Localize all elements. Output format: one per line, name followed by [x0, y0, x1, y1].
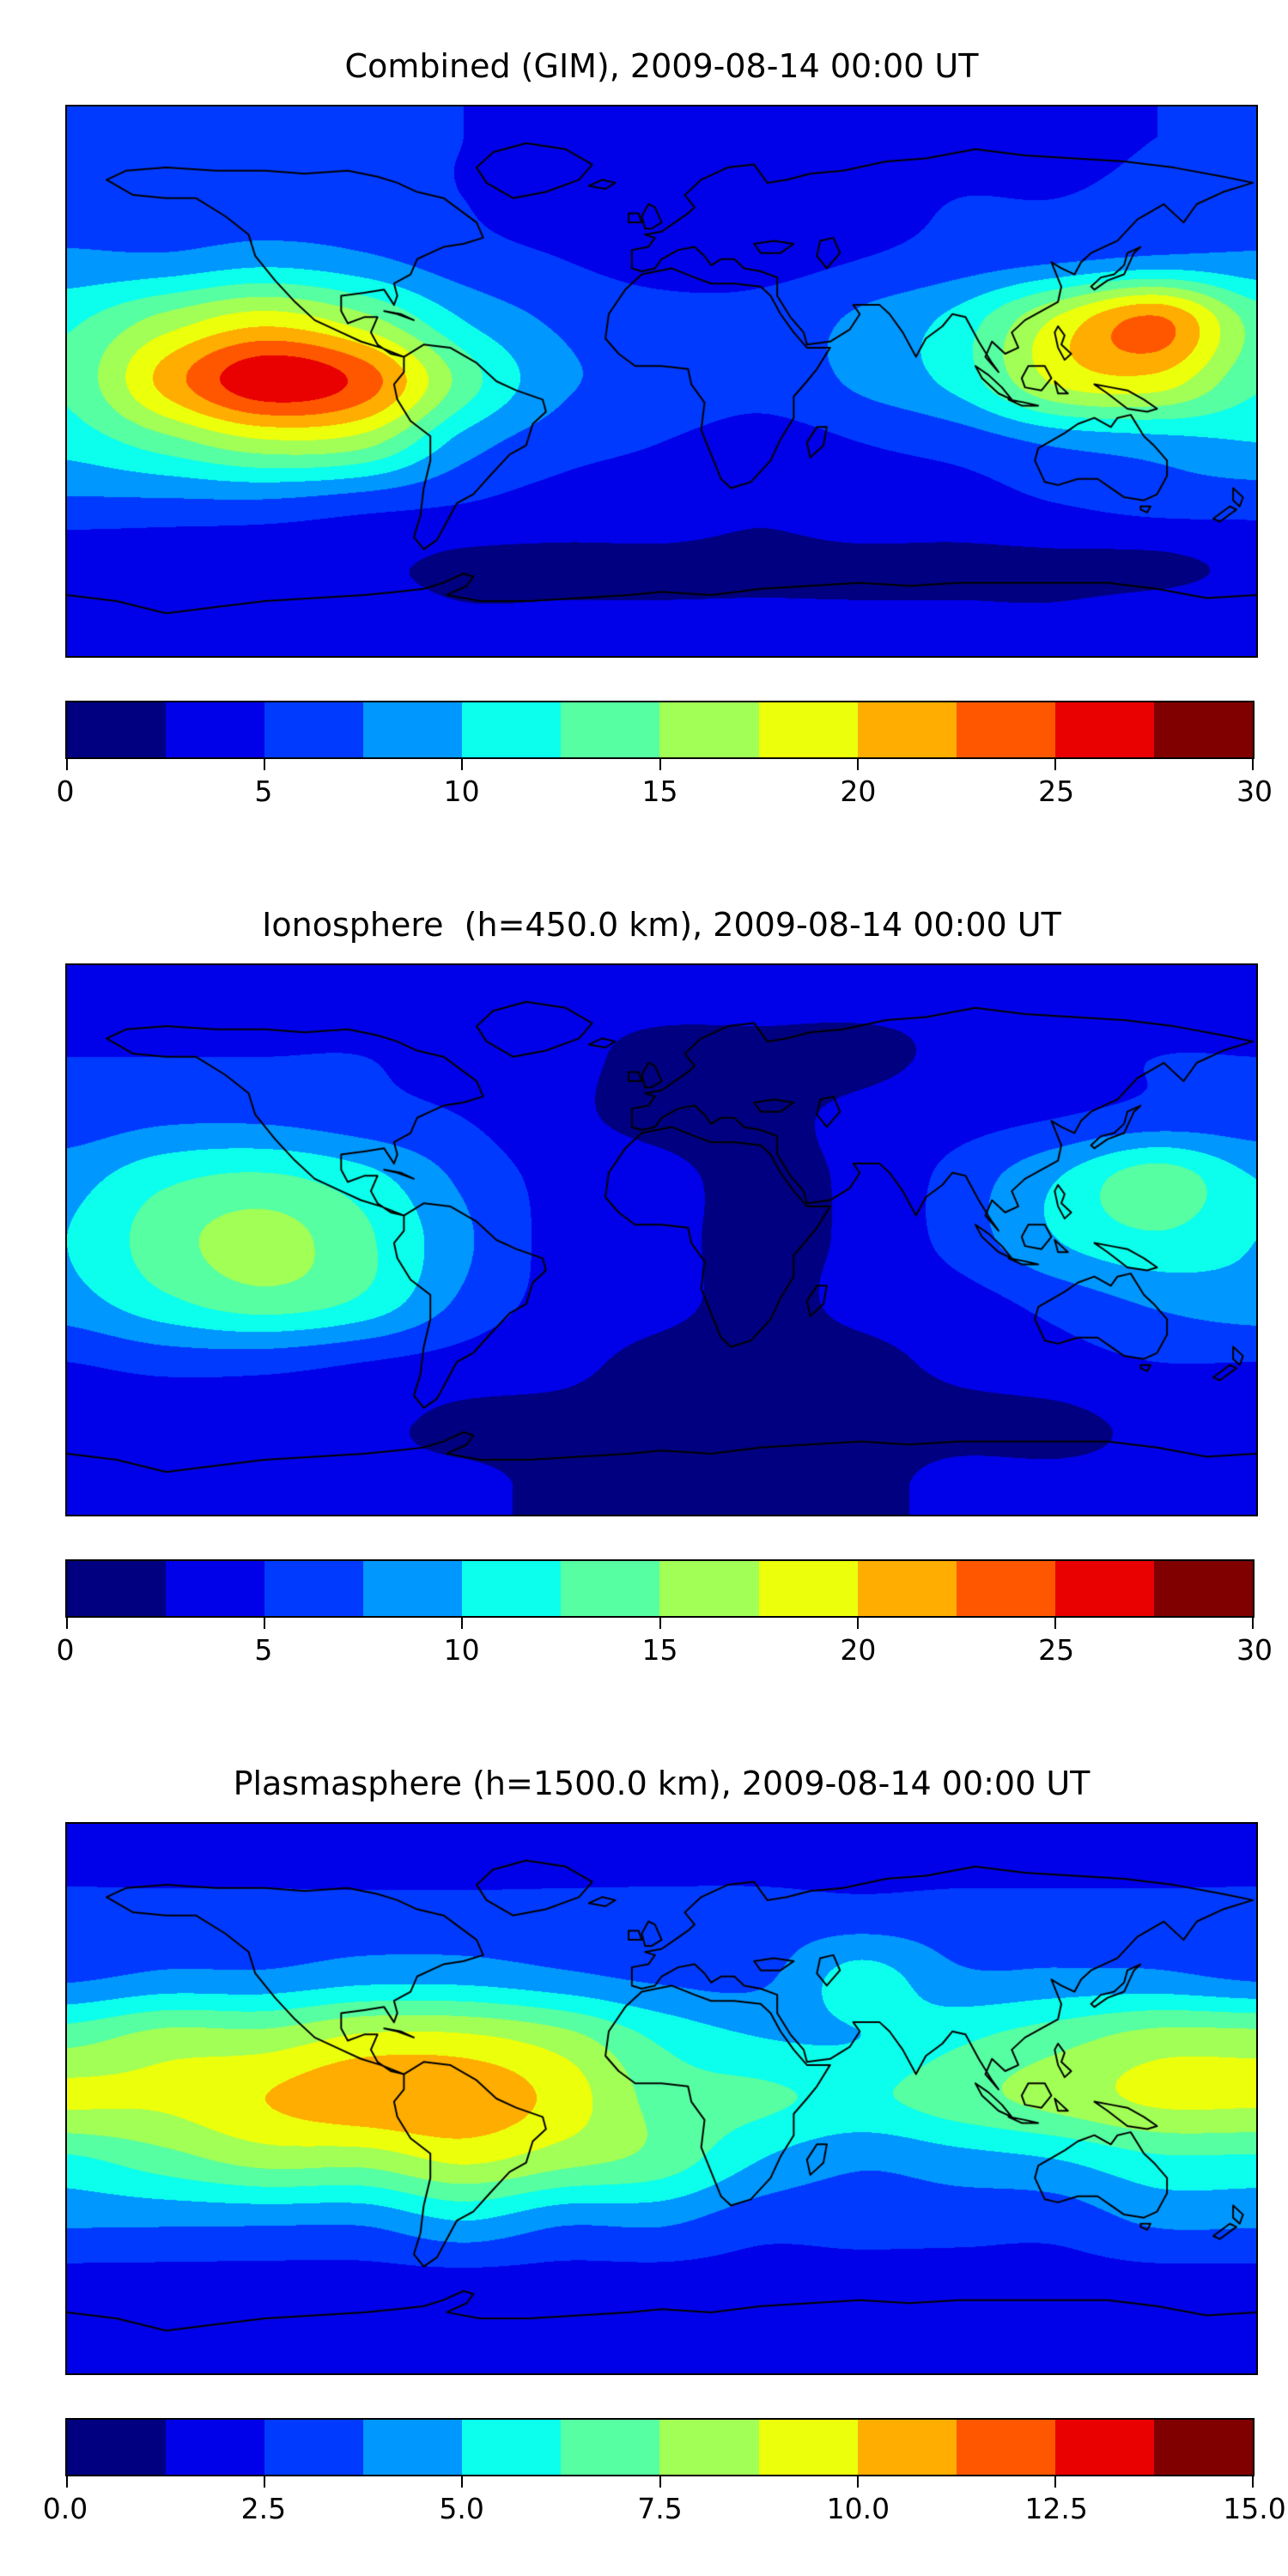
colorbar-segment	[956, 702, 1055, 757]
colorbar-tick-label: 25	[1038, 775, 1075, 808]
colorbar-tick	[1054, 2476, 1056, 2488]
colorbar-tick	[461, 759, 464, 770]
colorbar-segment	[561, 2420, 660, 2475]
colorbar-tick	[461, 1618, 464, 1629]
colorbar-segment	[166, 1561, 265, 1616]
colorbar-tick	[659, 1618, 661, 1629]
panel-plasmasphere: Plasmasphere (h=1500.0 km), 2009-08-14 0…	[0, 1717, 1288, 2576]
colorbar-segment	[857, 702, 957, 757]
colorbar-tick-label: 5	[254, 775, 273, 808]
colorbar-tick-label: 7.5	[637, 2492, 683, 2525]
colorbar-segment	[363, 702, 463, 757]
colorbar-tick	[856, 2476, 859, 2488]
colorbar-segment	[758, 1561, 858, 1616]
colorbar-tick	[1252, 2476, 1254, 2488]
colorbar-tick	[66, 759, 68, 770]
panel-title-combined: Combined (GIM), 2009-08-14 00:00 UT	[344, 47, 979, 85]
colorbar-segment	[659, 1561, 759, 1616]
colorbar-tick	[856, 1618, 859, 1629]
colorbar-tick-label: 15.0	[1223, 2492, 1286, 2525]
colorbar-tick	[856, 759, 859, 770]
colorbar-tick-label: 5	[254, 1633, 273, 1667]
colorbar-segment	[857, 2420, 957, 2475]
panel-ionosphere: Ionosphere (h=450.0 km), 2009-08-14 00:0…	[0, 859, 1288, 1717]
colorbar-segment	[462, 2420, 562, 2475]
colorbar-plasmasphere	[65, 2418, 1255, 2488]
world-map-canvas-plasmasphere	[67, 1824, 1256, 2373]
colorbar-segment	[1153, 702, 1253, 757]
map-ionosphere	[65, 963, 1258, 1516]
colorbar-tick	[461, 2476, 464, 2488]
colorbar-tick-label: 0.0	[42, 2492, 88, 2525]
colorbar-segment	[363, 2420, 463, 2475]
colorbar-segment	[1054, 2420, 1154, 2475]
colorbar-segment	[1054, 702, 1154, 757]
colorbar-labels-plasmasphere: 0.0 2.5 5.0 7.5 10.0 12.5 15.0	[43, 2492, 1286, 2528]
colorbar-segment	[561, 1561, 660, 1616]
colorbar-tick-label: 0	[56, 1633, 75, 1667]
map-combined	[65, 105, 1258, 658]
colorbar-tick	[1252, 1618, 1254, 1629]
colorbar-tick	[659, 759, 661, 770]
colorbar-tick-label: 12.5	[1024, 2492, 1088, 2525]
panel-title-ionosphere: Ionosphere (h=450.0 km), 2009-08-14 00:0…	[262, 906, 1061, 944]
colorbar-tick-label: 2.5	[240, 2492, 287, 2525]
colorbar-tick-label: 30	[1236, 775, 1273, 808]
colorbar-segment	[857, 1561, 957, 1616]
colorbar-segment	[67, 2420, 167, 2475]
world-map-canvas-combined	[67, 106, 1256, 656]
colorbar-ionosphere	[65, 1559, 1255, 1629]
colorbar-tick-label: 30	[1236, 1633, 1273, 1667]
map-plasmasphere	[65, 1822, 1258, 2375]
colorbar-combined	[65, 701, 1255, 770]
colorbar-tick-label: 10	[443, 775, 480, 808]
colorbar-segment	[956, 1561, 1055, 1616]
panel-title-plasmasphere: Plasmasphere (h=1500.0 km), 2009-08-14 0…	[233, 1765, 1091, 1802]
colorbar-segment	[462, 1561, 562, 1616]
colorbar-segment	[561, 702, 660, 757]
colorbar-tick	[1054, 759, 1056, 770]
colorbar-tick-label: 20	[840, 1633, 877, 1667]
colorbar-labels-ionosphere: 0 5 10 15 20 25 30	[57, 1633, 1273, 1669]
colorbar-tick-label: 25	[1038, 1633, 1075, 1667]
colorbar-labels-combined: 0 5 10 15 20 25 30	[57, 775, 1273, 811]
colorbar-segment	[67, 702, 167, 757]
colorbar-segment	[1153, 1561, 1253, 1616]
colorbar-tick-label: 20	[840, 775, 877, 808]
panel-combined: Combined (GIM), 2009-08-14 00:00 UT 0 5 10…	[0, 0, 1288, 859]
colorbar-segment	[166, 2420, 265, 2475]
colorbar-segment	[166, 702, 265, 757]
colorbar-tick-label: 15	[641, 775, 678, 808]
colorbar-tick	[264, 1618, 266, 1629]
colorbar-segment	[1153, 2420, 1253, 2475]
colorbar-tick	[66, 1618, 68, 1629]
colorbar-tick-label: 10	[443, 1633, 480, 1667]
colorbar-segment	[462, 702, 562, 757]
colorbar-tick-label: 15	[641, 1633, 678, 1667]
colorbar-tick-label: 5.0	[439, 2492, 484, 2525]
colorbar-segment	[264, 702, 364, 757]
colorbar-tick	[264, 759, 266, 770]
world-map-canvas-ionosphere	[67, 965, 1256, 1515]
colorbar-tick-label: 10.0	[826, 2492, 890, 2525]
colorbar-segment	[659, 702, 759, 757]
colorbar-segment	[758, 702, 858, 757]
colorbar-tick	[659, 2476, 661, 2488]
colorbar-segment	[956, 2420, 1055, 2475]
colorbar-segment	[1054, 1561, 1154, 1616]
colorbar-tick	[66, 2476, 68, 2488]
colorbar-tick	[1054, 1618, 1056, 1629]
colorbar-segment	[659, 2420, 759, 2475]
colorbar-tick	[264, 2476, 266, 2488]
colorbar-segment	[363, 1561, 463, 1616]
colorbar-segment	[67, 1561, 167, 1616]
colorbar-segment	[758, 2420, 858, 2475]
colorbar-tick	[1252, 759, 1254, 770]
colorbar-tick-label: 0	[56, 775, 75, 808]
colorbar-segment	[264, 1561, 364, 1616]
colorbar-segment	[264, 2420, 364, 2475]
